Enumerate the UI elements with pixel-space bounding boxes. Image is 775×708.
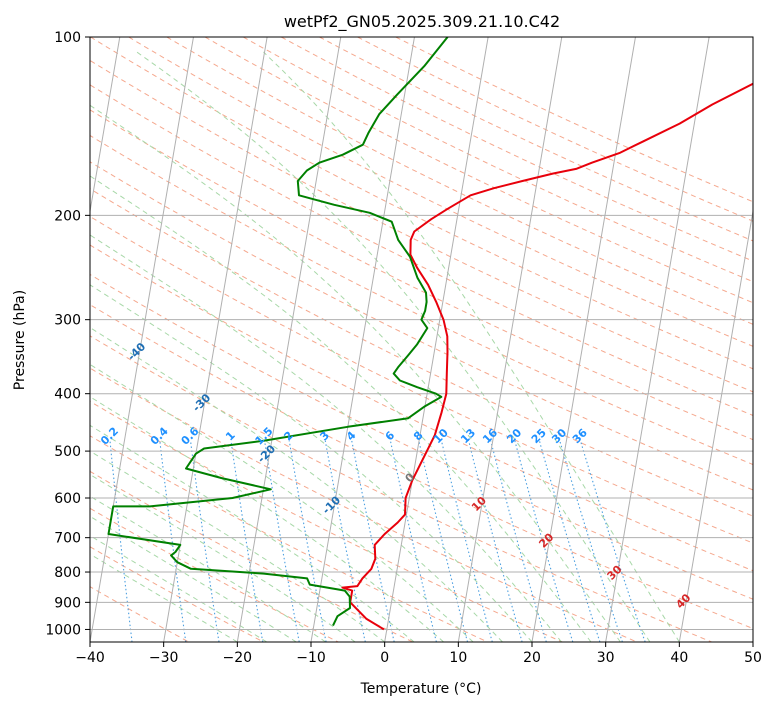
x-tick-label: −10 (296, 650, 326, 666)
x-tick-label: −40 (75, 650, 105, 666)
isotherm (457, 37, 563, 642)
mixing-ratio-line (440, 440, 493, 642)
series-lines (107, 37, 753, 631)
y-tick-label: 100 (54, 30, 81, 46)
isotherm (90, 37, 194, 642)
grid-lines (90, 37, 753, 642)
dry-adiabat (319, 37, 753, 242)
x-tick-label: 20 (523, 650, 541, 666)
y-tick-label: 700 (54, 531, 81, 547)
x-tick-label: 40 (670, 650, 688, 666)
dry-adiabat (357, 37, 753, 222)
mixing-ratio-line (324, 440, 366, 642)
moist-adiabat (90, 326, 503, 642)
mixing-ratio-line (109, 440, 133, 642)
y-tick-label: 800 (54, 565, 81, 581)
moist-adiabat (90, 234, 562, 642)
moist-adiabat (263, 51, 680, 642)
mixing-ratio-line (263, 440, 300, 642)
mixing-ratio-line (288, 440, 327, 642)
dry-adiabat (90, 335, 712, 642)
mixing-ratio-line (159, 440, 187, 642)
chart-title: wetPf2_GN05.2025.309.21.10.C42 (284, 12, 560, 32)
y-tick-label: 200 (54, 208, 81, 224)
dry-adiabat (90, 215, 753, 544)
mixing-ratio-line (490, 440, 547, 642)
isotherm (678, 208, 753, 642)
x-tick-label: −30 (149, 650, 179, 666)
y-tick-label: 1000 (45, 622, 81, 638)
isotherm (310, 37, 415, 642)
mixing-ratio-line (189, 440, 220, 642)
moist-adiabat (90, 284, 533, 642)
axes: −40 −30 −20 −10 0 10 20 30 40 50 100 200 300 400 500 60… (45, 30, 762, 666)
isotherm (236, 37, 342, 642)
moist-adiabat (90, 424, 415, 642)
x-tick-label: 50 (744, 650, 762, 666)
y-axis-label: Pressure (hPa) (12, 290, 28, 390)
plot-frame (89, 36, 754, 643)
dry-adiabat (90, 84, 753, 416)
x-tick-label: 10 (449, 650, 467, 666)
dry-adiabat (128, 37, 753, 347)
mixing-ratio-line (514, 440, 574, 642)
dewpoint-profile-line (107, 37, 449, 627)
y-tick-label: 600 (54, 491, 81, 507)
isotherm (384, 37, 489, 642)
x-axis-label: Temperature (°C) (360, 681, 482, 697)
y-tick-label: 300 (54, 313, 81, 329)
mixing-ratio-line (468, 440, 523, 642)
moist-adiabat (90, 553, 238, 642)
isotherm (90, 37, 121, 215)
mixing-ratio-line (389, 440, 437, 642)
mixing-ratio-line (230, 440, 264, 642)
moist-adiabat (90, 396, 444, 642)
dry-adiabat (90, 400, 563, 642)
moist-adiabat (136, 51, 651, 642)
y-tick-label: 400 (54, 387, 81, 403)
moist-adiabat (90, 515, 297, 642)
dry-adiabat (90, 244, 753, 572)
moist-adiabat (90, 104, 621, 642)
y-tick-label: 500 (54, 444, 81, 460)
moist-adiabat (90, 535, 268, 642)
dry-adiabat (90, 37, 753, 370)
dry-adiabat (90, 59, 753, 393)
mixing-ratio-line (418, 440, 469, 642)
isotherm (531, 37, 636, 642)
x-tick-label: 0 (380, 650, 389, 666)
x-tick-label: 30 (597, 650, 615, 666)
moist-adiabat (90, 495, 326, 642)
isotherm (163, 37, 268, 642)
mixing-ratio-line (538, 440, 601, 642)
dry-adiabat (90, 435, 488, 642)
dry-adiabat (166, 37, 753, 325)
dry-adiabat (90, 109, 753, 441)
y-tick-label: 900 (54, 595, 81, 611)
temperature-profile-line (341, 82, 753, 631)
isotherm (605, 37, 710, 642)
dry-adiabat (242, 37, 753, 283)
dry-adiabat (90, 304, 753, 630)
moist-adiabat (90, 450, 386, 642)
x-tick-label: −20 (223, 650, 253, 666)
dry-adiabat (90, 134, 753, 466)
moist-adiabat (90, 473, 356, 642)
dry-adiabat (90, 507, 339, 642)
